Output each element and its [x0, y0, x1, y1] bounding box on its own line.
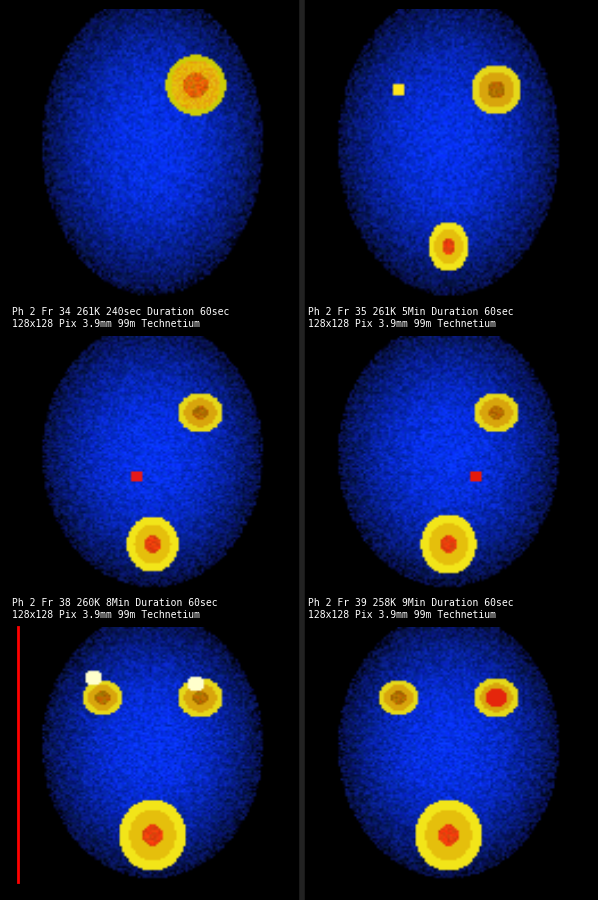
- Text: Ph 2 Fr 39 258K 9Min Duration 60sec
128x128 Pix 3.9mm 99m Technetium: Ph 2 Fr 39 258K 9Min Duration 60sec 128x…: [308, 598, 513, 620]
- Text: Ph 2 Fr 34 261K 240sec Duration 60sec
128x128 Pix 3.9mm 99m Technetium: Ph 2 Fr 34 261K 240sec Duration 60sec 12…: [12, 308, 229, 329]
- Text: Ph 2 Fr 35 261K 5Min Duration 60sec
128x128 Pix 3.9mm 99m Technetium: Ph 2 Fr 35 261K 5Min Duration 60sec 128x…: [308, 308, 513, 329]
- Text: Ph 2 Fr 38 260K 8Min Duration 60sec
128x128 Pix 3.9mm 99m Technetium: Ph 2 Fr 38 260K 8Min Duration 60sec 128x…: [12, 598, 218, 620]
